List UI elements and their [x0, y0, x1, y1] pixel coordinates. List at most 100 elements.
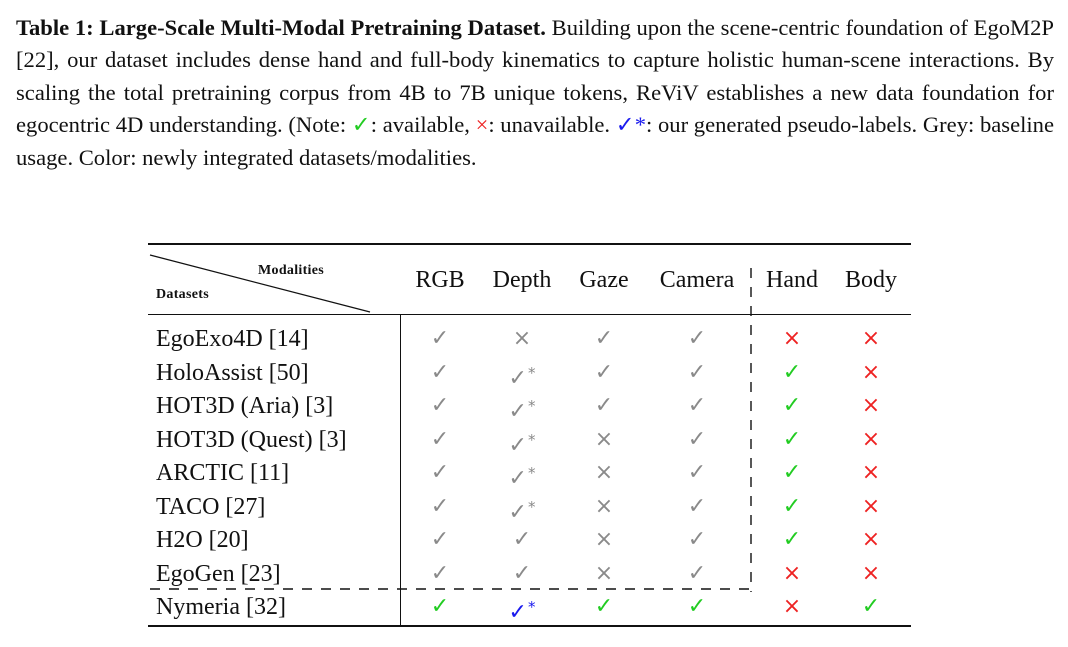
mark-symbol: ✓ — [687, 560, 707, 586]
check-mark-icon: ✓ — [762, 390, 822, 422]
mark-symbol: ✓ — [430, 326, 450, 351]
check-mark-icon: ✓ — [492, 558, 552, 590]
mark-symbol: ✓ — [782, 493, 802, 519]
check-mark-icon: ✓ — [762, 424, 822, 456]
check-mark-icon: ✓ — [410, 457, 470, 489]
mark-symbol: × — [861, 393, 881, 418]
mark-symbol: ✓ — [430, 359, 450, 385]
mark-symbol: ✓ — [861, 594, 881, 619]
mark-symbol: ✓ — [430, 527, 450, 552]
cross-icon: × — [475, 112, 489, 138]
pseudo-label-star: * — [527, 363, 536, 382]
row-dataset-name: HOT3D (Quest) [3] — [156, 426, 347, 453]
mark-symbol: ✓ — [782, 359, 802, 385]
cross-mark-icon: × — [841, 457, 901, 489]
mark-symbol: ✓ — [594, 359, 614, 385]
check-mark-icon: ✓ — [574, 357, 634, 389]
mark-symbol: ✓ — [508, 365, 527, 391]
mark-symbol: × — [594, 560, 614, 586]
column-header-body: Body — [844, 267, 897, 293]
mark-symbol: ✓ — [508, 499, 527, 525]
table-header-rule — [148, 314, 911, 316]
cross-mark-icon: × — [762, 591, 822, 623]
check-mark-icon: ✓* — [492, 491, 552, 529]
check-mark-icon: ✓* — [492, 591, 552, 629]
mark-symbol: ✓ — [687, 594, 707, 619]
mark-symbol: ✓ — [782, 426, 802, 452]
table-top-rule — [148, 243, 911, 245]
mark-symbol: × — [861, 527, 881, 552]
mark-symbol: × — [594, 493, 614, 519]
check-mark-icon: ✓ — [410, 323, 470, 355]
mark-symbol: ✓ — [687, 527, 707, 552]
mark-symbol: × — [782, 594, 802, 619]
caption-available: : available, — [370, 112, 476, 138]
mark-symbol: ✓ — [508, 399, 527, 424]
mark-symbol: ✓ — [594, 594, 614, 619]
check-mark-icon: ✓ — [410, 591, 470, 623]
check-mark-icon: ✓ — [762, 491, 822, 523]
mark-symbol: × — [861, 326, 881, 351]
check-mark-icon: ✓ — [574, 390, 634, 422]
mark-symbol: ✓ — [687, 326, 707, 351]
cross-mark-icon: × — [574, 491, 634, 523]
caption-unavailable: : unavailable. — [488, 112, 616, 138]
mark-symbol: ✓ — [508, 600, 527, 625]
row-dataset-name: TACO [27] — [156, 493, 266, 520]
check-mark-icon: ✓ — [762, 524, 822, 556]
table-bottom-rule — [148, 625, 911, 627]
table-column-divider — [400, 315, 402, 625]
mark-symbol: × — [782, 326, 802, 351]
check-mark-icon: ✓ — [667, 558, 727, 590]
caption-pseudo: : our generated pseudo-labels. Grey: bas… — [16, 112, 1054, 170]
mark-symbol: × — [861, 460, 881, 485]
column-header-hand: Hand — [766, 267, 818, 293]
check-mark-icon: ✓ — [667, 390, 727, 422]
mark-symbol: × — [594, 527, 614, 552]
cross-mark-icon: × — [574, 424, 634, 456]
cross-mark-icon: × — [762, 558, 822, 590]
check-mark-icon: ✓ — [667, 357, 727, 389]
mark-symbol: ✓ — [508, 466, 527, 491]
mark-symbol: ✓ — [430, 594, 450, 619]
mark-symbol: × — [861, 426, 881, 452]
pseudo-label-star: * — [527, 464, 536, 482]
check-mark-icon: ✓* — [492, 457, 552, 495]
check-mark-icon: ✓ — [667, 424, 727, 456]
check-icon: ✓ — [351, 112, 371, 138]
caption-body: Building upon the scene-centric foundati… — [16, 15, 1054, 138]
mark-symbol: ✓ — [687, 359, 707, 385]
column-header-camera: Camera — [659, 267, 735, 293]
corner-datasets-label: Datasets — [156, 287, 209, 302]
mark-symbol: ✓ — [782, 393, 802, 418]
check-mark-icon: ✓ — [410, 424, 470, 456]
mark-symbol: ✓ — [430, 560, 450, 586]
mark-symbol: ✓ — [687, 460, 707, 485]
cross-mark-icon: × — [841, 357, 901, 389]
check-mark-icon: ✓ — [410, 357, 470, 389]
row-dataset-name: ARCTIC [11] — [156, 460, 290, 486]
column-header-rgb: RGB — [415, 267, 465, 293]
row-dataset-name: H2O [20] — [156, 527, 249, 553]
check-mark-icon: ✓ — [410, 558, 470, 590]
pseudo-label-star: * — [527, 497, 536, 516]
mark-symbol: ✓ — [687, 493, 707, 519]
mark-symbol: ✓ — [430, 493, 450, 519]
check-mark-icon: ✓ — [410, 491, 470, 523]
cross-mark-icon: × — [492, 323, 552, 355]
mark-symbol: ✓ — [687, 393, 707, 418]
cross-mark-icon: × — [841, 390, 901, 422]
check-mark-icon: ✓ — [667, 491, 727, 523]
row-dataset-name: EgoExo4D [14] — [156, 326, 309, 352]
row-dataset-name: Nymeria [32] — [156, 594, 286, 620]
mark-symbol: ✓ — [782, 527, 802, 552]
row-dataset-name: EgoGen [23] — [156, 560, 281, 587]
cross-mark-icon: × — [841, 491, 901, 523]
caption-lead: Table 1: Large-Scale Multi-Modal Pretrai… — [16, 15, 546, 40]
check-mark-icon: ✓* — [492, 357, 552, 395]
check-mark-icon: ✓ — [667, 591, 727, 623]
cross-mark-icon: × — [574, 457, 634, 489]
pseudo-label-star: * — [527, 598, 536, 616]
check-mark-icon: ✓ — [667, 323, 727, 355]
